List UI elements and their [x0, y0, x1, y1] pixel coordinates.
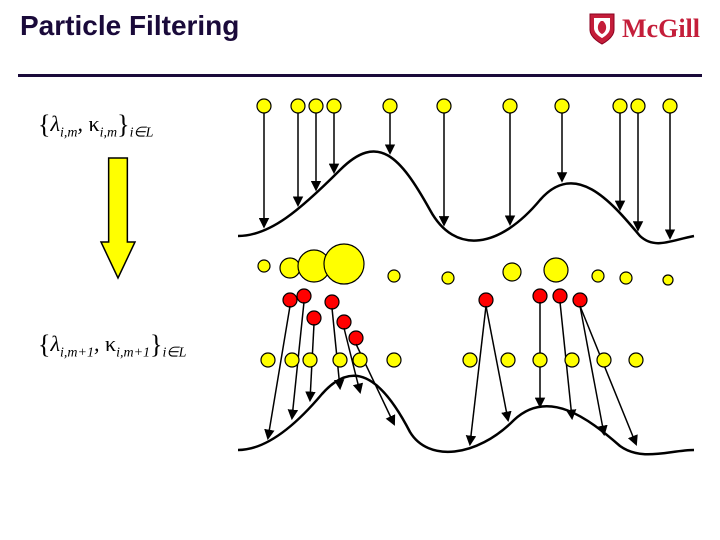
prediction-arrows — [264, 113, 670, 238]
particle-filter-diagram — [0, 0, 720, 540]
likelihood-curve-2 — [238, 376, 694, 455]
time-step-arrow — [101, 158, 135, 278]
posterior-particles — [261, 353, 643, 367]
propagation-arrows — [268, 302, 636, 444]
weighted-particles — [258, 244, 673, 285]
resampled-particles — [283, 289, 587, 345]
prior-particles — [257, 99, 677, 113]
likelihood-curve-1 — [238, 151, 694, 243]
